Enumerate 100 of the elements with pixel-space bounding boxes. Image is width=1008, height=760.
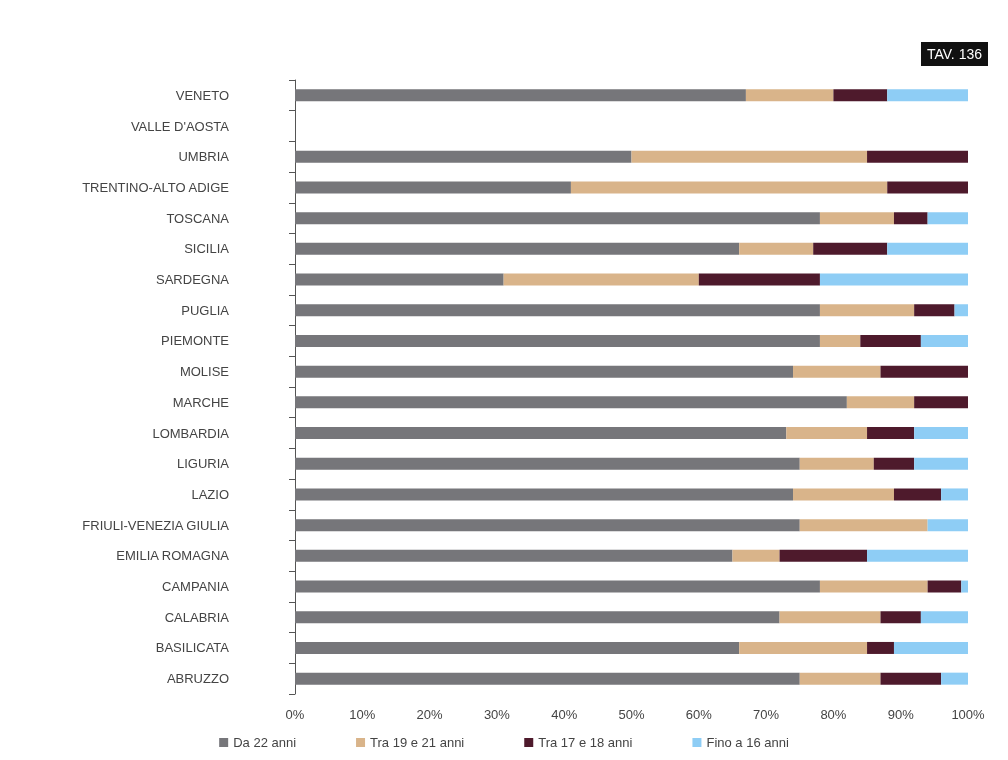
bar: [846, 396, 915, 409]
bar: [914, 457, 968, 470]
bar: [799, 457, 874, 470]
bar: [295, 150, 632, 163]
bar: [860, 334, 921, 347]
bar: [880, 672, 942, 685]
bar: [295, 611, 780, 624]
bar: [295, 427, 787, 440]
bar: [941, 672, 968, 685]
x-tick-label: 90%: [887, 707, 915, 722]
bar: [914, 427, 968, 440]
bar: [819, 212, 894, 225]
bar: [295, 488, 794, 501]
bar: [631, 150, 868, 163]
bar: [793, 488, 894, 501]
bar: [295, 641, 740, 654]
bar: [927, 519, 968, 532]
y-tick-label: BASILICATA: [155, 640, 230, 656]
x-tick-label: 100%: [951, 707, 986, 722]
bar: [295, 304, 820, 317]
y-tick-label: FRIULI-VENEZIA GIULIA: [82, 517, 230, 533]
bar: [873, 457, 915, 470]
bar: [739, 641, 868, 654]
x-tick-label: 50%: [618, 707, 645, 722]
bar: [779, 611, 881, 624]
bar: [941, 488, 968, 501]
bar: [295, 242, 740, 255]
bar: [295, 212, 820, 225]
bar: [819, 273, 968, 286]
bar: [799, 672, 881, 685]
bar: [786, 427, 868, 440]
bar: [739, 242, 814, 255]
bar: [914, 304, 955, 317]
bar: [893, 641, 968, 654]
bar: [887, 89, 968, 102]
bar: [867, 150, 968, 163]
bar: [887, 181, 968, 194]
bar: [295, 549, 733, 562]
bar: [867, 427, 915, 440]
bar: [295, 181, 571, 194]
y-tick-label: EMILIA ROMAGNA: [116, 548, 230, 564]
bar: [819, 580, 928, 593]
bar: [570, 181, 888, 194]
bar: [887, 242, 968, 255]
y-tick-label: UMBRIA: [178, 149, 230, 165]
bar: [961, 580, 968, 593]
bar: [732, 549, 780, 562]
bar: [779, 549, 868, 562]
y-tick-label: LAZIO: [191, 486, 229, 502]
x-tick-label: 60%: [685, 707, 713, 722]
bar: [819, 304, 915, 317]
bar: [295, 365, 794, 378]
y-tick-label: TOSCANA: [166, 210, 230, 226]
y-tick-label: VALLE D'AOSTA: [130, 118, 230, 134]
y-tick-label: LIGURIA: [176, 456, 230, 472]
bar: [295, 519, 800, 532]
y-tick-label: MOLISE: [179, 364, 230, 380]
y-tick-label: PUGLIA: [181, 302, 230, 318]
bar: [799, 519, 928, 532]
y-tick-label: ABRUZZO: [166, 671, 229, 687]
legend-label: Tra 19 e 21 anni: [370, 735, 465, 750]
bar: [819, 334, 861, 347]
legend-label: Fino a 16 anni: [706, 735, 789, 750]
y-tick-label: TRENTINO-ALTO ADIGE: [82, 179, 230, 195]
y-tick-label: MARCHE: [172, 394, 230, 410]
bar: [295, 457, 800, 470]
bar: [295, 273, 504, 286]
bar: [793, 365, 881, 378]
x-tick-label: 20%: [416, 707, 444, 722]
bar: [867, 549, 968, 562]
y-tick-label: SARDEGNA: [156, 272, 230, 288]
y-tick-label: CALABRIA: [164, 609, 230, 625]
x-tick-label: 0%: [285, 707, 305, 722]
y-tick-label: PIEMONTE: [161, 333, 230, 349]
bar: [920, 334, 968, 347]
x-tick-label: 30%: [483, 707, 511, 722]
bar: [927, 212, 968, 225]
bar: [927, 580, 962, 593]
bar: [833, 89, 888, 102]
bar: [893, 212, 928, 225]
bar: [880, 611, 921, 624]
bar: [745, 89, 834, 102]
x-tick-label: 80%: [820, 707, 847, 722]
bar: [893, 488, 942, 501]
bar: [880, 365, 968, 378]
bar: [503, 273, 699, 286]
bar: [920, 611, 968, 624]
bar: [295, 334, 820, 347]
bar: [867, 641, 894, 654]
bar: [295, 396, 847, 409]
x-tick-label: 40%: [551, 707, 578, 722]
bar: [295, 580, 820, 593]
bar: [698, 273, 820, 286]
x-tick-label: 70%: [753, 707, 780, 722]
x-tick-label: 10%: [349, 707, 376, 722]
text: TAV. 136: [927, 46, 983, 62]
y-tick-label: VENETO: [175, 87, 229, 103]
bar: [295, 672, 800, 685]
bar: [954, 304, 968, 317]
bar: [295, 89, 746, 102]
